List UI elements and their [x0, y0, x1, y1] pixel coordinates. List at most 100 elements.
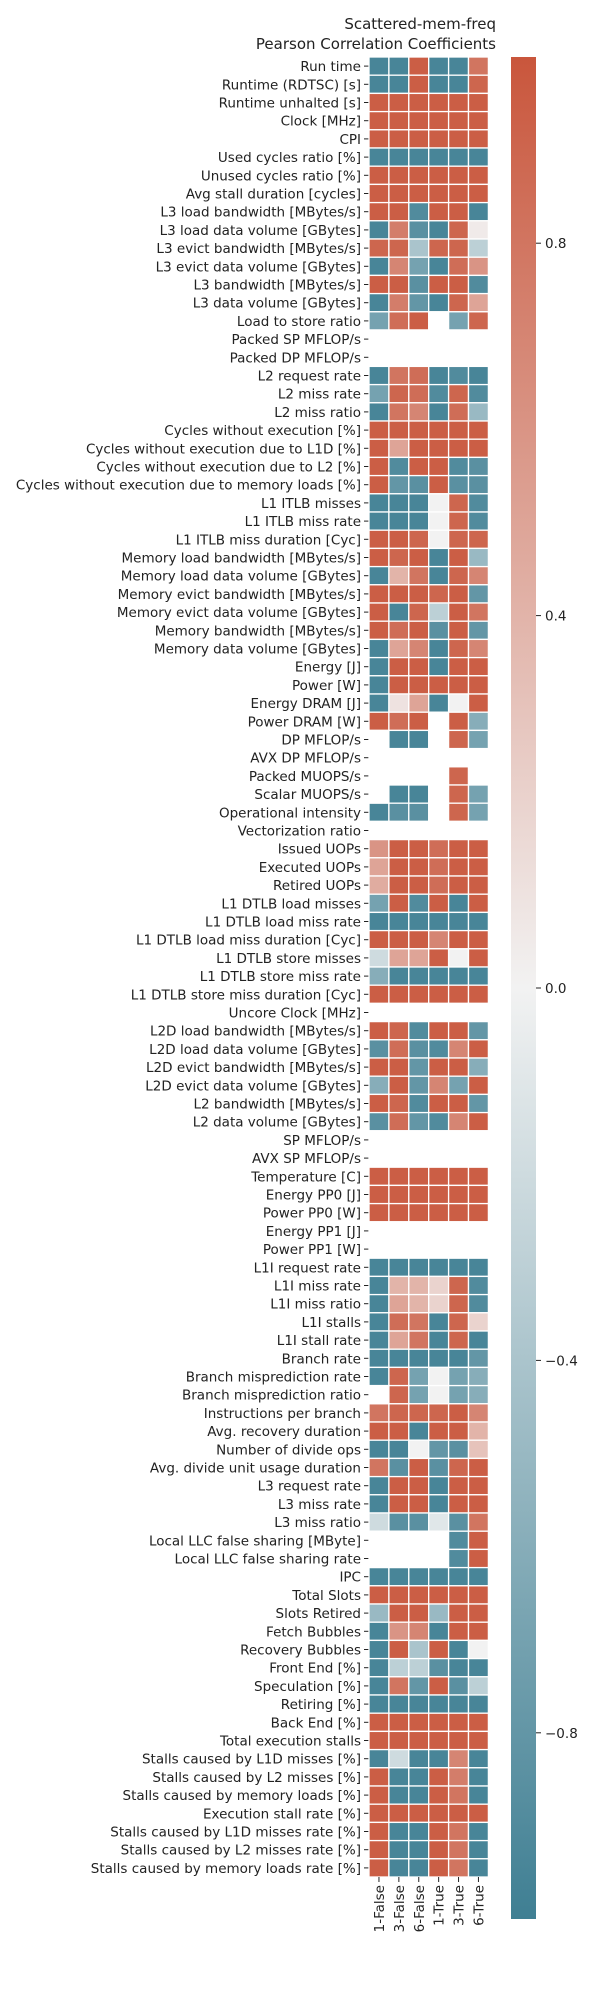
- heatmap-cell: [428, 129, 450, 149]
- heatmap-cell: [388, 1002, 410, 1023]
- heatmap-cell: [447, 766, 470, 786]
- heatmap-cell: [408, 1057, 430, 1077]
- heatmap-cell: [428, 529, 450, 550]
- heatmap-cell: [408, 292, 430, 313]
- heatmap-cell: [408, 329, 430, 349]
- heatmap-cell: [447, 729, 470, 750]
- row-label: Packed SP MFLOP/s: [231, 332, 361, 348]
- heatmap-cell: [428, 365, 450, 386]
- heatmap-cell: [467, 1712, 490, 1733]
- heatmap-cell: [428, 929, 450, 950]
- heatmap-cell: [368, 1803, 390, 1824]
- heatmap-cell: [408, 1821, 430, 1842]
- row-label: L3 evict data volume [GBytes]: [156, 259, 361, 275]
- heatmap-cell: [467, 110, 490, 131]
- chart-title: Scattered-mem-freq: [344, 15, 496, 33]
- row-label: Stalls caused by memory loads rate [%]: [91, 1861, 361, 1877]
- heatmap-cell: [467, 438, 490, 459]
- heatmap-cell: [428, 1057, 450, 1077]
- heatmap-cell: [428, 1676, 450, 1696]
- heatmap-cell: [428, 1803, 450, 1824]
- heatmap-cell: [447, 292, 470, 313]
- heatmap-cell: [368, 1839, 390, 1860]
- heatmap-cell: [368, 747, 390, 768]
- colorbar-tick-label: −0.8: [545, 1726, 578, 1742]
- heatmap-cell: [408, 838, 430, 859]
- heatmap-cell: [408, 383, 430, 404]
- heatmap-cell: [428, 1603, 450, 1623]
- row-label: L3 miss rate: [278, 1497, 361, 1513]
- row-label: L3 load data volume [GBytes]: [160, 223, 361, 239]
- heatmap-cell: [388, 1566, 410, 1587]
- heatmap-cell: [368, 420, 390, 440]
- heatmap-cell: [428, 1475, 450, 1496]
- heatmap-cell: [447, 1730, 470, 1751]
- row-label: Cycles without execution [%]: [164, 423, 361, 439]
- heatmap-cell: [428, 311, 450, 331]
- heatmap-cell: [368, 1785, 390, 1805]
- heatmap-cell: [428, 183, 450, 204]
- heatmap-cell: [388, 984, 410, 1005]
- heatmap-cell: [408, 1621, 430, 1642]
- heatmap-cell: [388, 1512, 410, 1532]
- heatmap-cell: [408, 1312, 430, 1332]
- heatmap-cell: [447, 838, 470, 859]
- heatmap-cell: [388, 274, 410, 295]
- heatmap-cell: [467, 1184, 490, 1205]
- row-label: Recovery Bubbles: [240, 1643, 361, 1659]
- heatmap-cell: [368, 984, 390, 1005]
- heatmap-cell: [467, 966, 490, 986]
- heatmap-cell: [428, 56, 450, 76]
- heatmap-cell: [368, 857, 390, 877]
- row-labels: Run time Runtime (RDTSC) [s] Runtime unhal…: [16, 59, 369, 1877]
- heatmap-cell: [447, 511, 470, 531]
- heatmap-cell: [428, 329, 450, 349]
- heatmap-cell: [467, 1548, 490, 1569]
- heatmap-cell: [368, 201, 390, 222]
- heatmap-cell: [467, 875, 490, 895]
- heatmap-cell: [467, 1676, 490, 1696]
- heatmap-cell: [408, 675, 430, 695]
- heatmap-cell: [467, 747, 490, 768]
- heatmap-cell: [428, 747, 450, 768]
- heatmap-cell: [408, 1585, 430, 1605]
- heatmap-cell: [428, 948, 450, 968]
- heatmap-cell: [428, 1148, 450, 1168]
- heatmap-cell: [368, 1293, 390, 1314]
- heatmap-cell: [368, 402, 390, 422]
- heatmap-cell: [388, 1603, 410, 1623]
- heatmap-cell: [388, 1221, 410, 1241]
- heatmap-cell: [428, 1694, 450, 1714]
- heatmap-cell: [388, 456, 410, 477]
- heatmap-cell: [428, 1039, 450, 1059]
- heatmap-cell: [447, 1421, 470, 1441]
- heatmap-cell: [368, 92, 390, 113]
- row-label: IPC: [339, 1570, 361, 1586]
- heatmap-cell: [467, 456, 490, 477]
- heatmap-cell: [408, 110, 430, 131]
- heatmap-cell: [467, 1839, 490, 1860]
- heatmap-cell: [408, 857, 430, 877]
- heatmap-cell: [408, 1457, 430, 1478]
- heatmap-cell: [408, 1348, 430, 1369]
- heatmap-cell: [368, 1384, 390, 1405]
- heatmap-cell: [368, 966, 390, 986]
- heatmap-cell: [447, 656, 470, 677]
- heatmap-cell: [447, 547, 470, 568]
- heatmap-cell: [428, 1639, 450, 1660]
- heatmap-cell: [467, 893, 490, 914]
- heatmap-cell: [388, 547, 410, 568]
- heatmap-cell: [388, 383, 410, 404]
- heatmap-cell: [428, 820, 450, 841]
- colorbar: 0.8 0.4 0.0 −0.4 −0.8: [511, 57, 578, 1919]
- heatmap-cell: [388, 238, 410, 258]
- heatmap-cell: [447, 402, 470, 422]
- heatmap-cell: [388, 911, 410, 932]
- heatmap-cell: [467, 1330, 490, 1350]
- heatmap-cell: [368, 1657, 390, 1678]
- row-label: Slots Retired: [276, 1606, 361, 1622]
- heatmap-cell: [428, 1257, 450, 1278]
- row-label: L1I miss ratio: [270, 1297, 361, 1313]
- heatmap-cell: [447, 1621, 470, 1642]
- heatmap-cell: [368, 1712, 390, 1733]
